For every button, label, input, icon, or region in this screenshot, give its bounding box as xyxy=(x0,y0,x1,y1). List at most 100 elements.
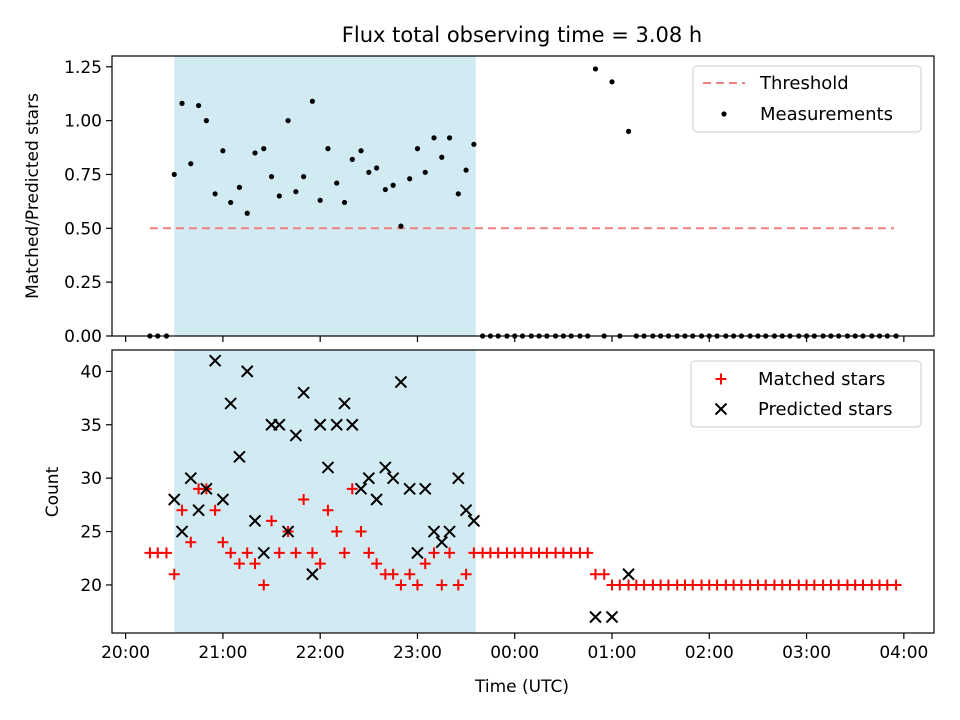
matched-stars-point xyxy=(249,558,261,570)
matched-stars-point xyxy=(209,504,221,516)
measurements-point xyxy=(446,135,453,141)
matched-stars-point xyxy=(160,547,172,559)
x-tick-label: 03:00 xyxy=(782,643,831,663)
predicted-stars-point xyxy=(622,568,635,581)
matched-stars-point xyxy=(233,558,245,570)
top-y-axis-label: Matched/Predicted stars xyxy=(23,93,43,299)
measurements-point xyxy=(382,186,388,193)
legend-matched-label: Matched stars xyxy=(758,369,885,390)
top-legend: Threshold Measurements xyxy=(692,65,922,133)
y-tick-label: 30 xyxy=(80,469,102,489)
measurements-point xyxy=(349,156,355,162)
matched-stars-point xyxy=(176,504,188,516)
x-tick-label: 02:00 xyxy=(685,643,734,663)
legend-threshold-label: Threshold xyxy=(759,73,849,94)
bottom-legend-box xyxy=(690,360,922,428)
predicted-stars-point xyxy=(184,471,198,485)
measurements-point xyxy=(609,79,615,85)
y-tick-label: 0.50 xyxy=(64,219,102,239)
predicted-stars-point xyxy=(411,546,424,560)
matched-stars-point xyxy=(290,547,302,559)
predicted-stars-point xyxy=(427,525,441,538)
measurements-point xyxy=(407,176,413,182)
matched-stars-point xyxy=(395,579,407,591)
top-plot-frame xyxy=(111,55,935,337)
measurements-point xyxy=(212,191,218,197)
measurements-point xyxy=(471,141,477,147)
x-tick-label: 01:00 xyxy=(588,643,637,663)
matched-stars-point xyxy=(582,547,594,559)
matched-stars-point xyxy=(338,547,350,559)
chart-title: Flux total observing time = 3.08 h xyxy=(342,23,702,47)
bottom-shaded-interval xyxy=(174,350,476,633)
matched-stars-point xyxy=(371,558,383,570)
matched-stars-point xyxy=(346,483,358,495)
predicted-stars-point xyxy=(386,471,400,485)
measurements-point xyxy=(431,135,437,141)
legend-measurements-label: Measurements xyxy=(760,104,893,125)
predicted-stars-point xyxy=(273,418,286,431)
matched-stars-point xyxy=(322,504,334,516)
x-tick-label: 22:00 xyxy=(296,643,345,663)
matched-stars-point xyxy=(306,547,318,559)
matched-stars-point xyxy=(355,526,367,538)
top-legend-box xyxy=(692,65,922,133)
y-tick-label: 40 xyxy=(80,362,102,382)
predicted-stars-point xyxy=(281,525,295,538)
legend-predicted-label: Predicted stars xyxy=(758,399,892,420)
predicted-stars-point xyxy=(394,375,408,389)
x-tick-label: 20:00 xyxy=(101,643,150,663)
measurements-point xyxy=(366,169,372,175)
measurements-point xyxy=(285,118,291,124)
matched-stars-point xyxy=(598,568,610,580)
matched-stars-point xyxy=(273,547,285,559)
y-tick-label: 0.75 xyxy=(64,165,102,185)
predicted-stars-point xyxy=(419,482,432,496)
matched-stars-point xyxy=(298,494,310,506)
measurements-point xyxy=(439,154,445,160)
measurements-point xyxy=(228,199,234,206)
measurements-point xyxy=(309,98,315,104)
predicted-stars-point xyxy=(443,525,456,538)
legend-x-marker xyxy=(714,402,728,416)
matched-stars-point xyxy=(185,536,197,548)
matched-stars-point xyxy=(444,547,456,559)
y-tick-label: 0.00 xyxy=(64,327,102,347)
measurements-point xyxy=(195,102,202,109)
measurements-point xyxy=(293,189,299,195)
legend-matched-swatch xyxy=(715,373,727,385)
predicted-stars-point xyxy=(362,471,376,485)
measurements-point xyxy=(203,118,209,124)
measurements-point xyxy=(301,174,307,180)
measurements-point xyxy=(625,128,632,134)
predicted-stars-point xyxy=(297,386,310,399)
predicted-stars-point xyxy=(346,418,359,431)
predicted-stars-point xyxy=(403,482,416,496)
predicted-stars-point xyxy=(589,610,602,624)
measurements-point xyxy=(179,100,185,106)
bottom-y-axis-label: Count xyxy=(43,466,63,517)
matched-stars-point xyxy=(363,547,375,559)
predicted-stars-point xyxy=(459,503,473,517)
y-tick-label: 1.25 xyxy=(64,58,102,78)
measurements-point xyxy=(252,150,258,156)
predicted-stars-point xyxy=(257,546,270,560)
measurements-point xyxy=(325,146,331,152)
predicted-stars-point xyxy=(224,397,237,410)
matched-stars-point xyxy=(436,579,448,591)
matched-stars-point xyxy=(387,568,399,580)
predicted-stars-point xyxy=(452,471,465,485)
x-tick-label: 00:00 xyxy=(490,643,539,663)
bottom-panel: 20 25 30 35 40 20:00 21:00 22:00 23:00 00:00 01:0… xyxy=(43,349,935,697)
measurements-point xyxy=(463,167,469,173)
legend-measurements-swatch xyxy=(721,111,727,117)
x-axis-label: Time (UTC) xyxy=(474,677,569,697)
measurements-point xyxy=(422,169,428,175)
measurements-point xyxy=(268,174,275,180)
matched-stars-point xyxy=(266,515,278,527)
measurements-point xyxy=(317,197,323,203)
measurements-point xyxy=(236,184,243,190)
top-panel: 0.00 0.25 0.50 0.75 1.00 1.25 Matched/Predict… xyxy=(23,55,935,347)
matched-stars-point xyxy=(428,547,440,559)
measurements-point xyxy=(334,180,340,186)
